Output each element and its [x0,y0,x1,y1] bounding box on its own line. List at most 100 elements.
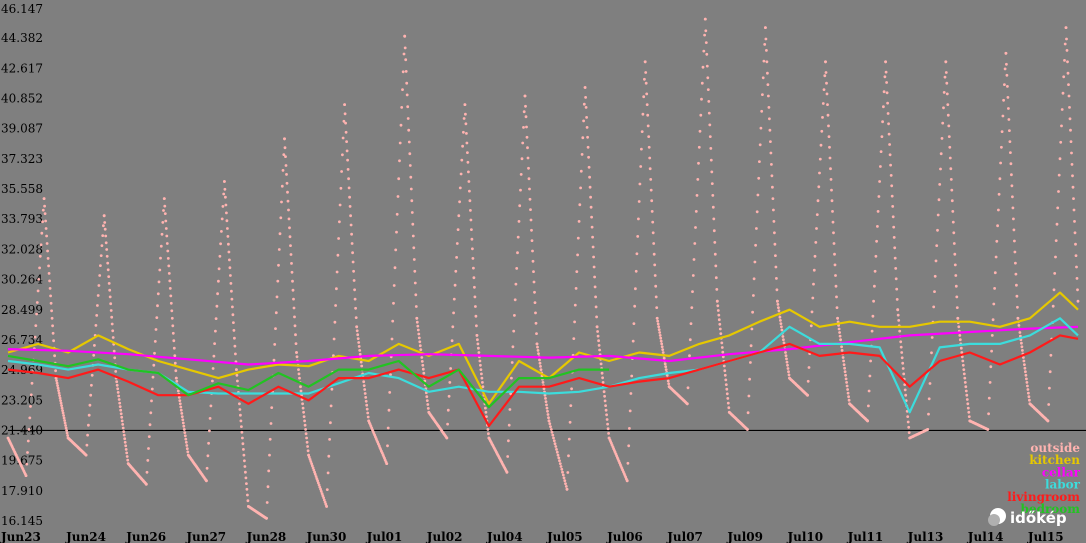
data-point-outside [542,387,546,391]
data-point-outside [1068,117,1072,121]
data-point-outside [33,335,37,339]
data-point-outside [955,306,959,309]
data-point-outside [582,119,585,123]
data-point-outside [1073,220,1076,223]
data-point-outside [1012,217,1015,221]
data-point-outside [716,309,720,312]
y-tick-label: 30.264 [1,273,43,287]
data-point-outside [842,359,845,363]
data-point-outside [627,444,631,448]
data-point-outside [538,361,542,365]
data-point-outside [353,297,357,301]
data-point-outside [588,185,592,189]
data-point-outside [724,383,728,386]
data-point-outside [266,485,270,489]
data-point-outside [386,426,390,430]
data-point-outside [144,482,148,486]
data-point-outside [705,64,709,68]
data-point-outside [358,349,362,352]
data-point-outside [564,485,568,488]
y-tick-label: 33.793 [1,212,43,226]
data-point-outside [273,343,277,346]
data-point-outside [667,382,671,386]
data-point-outside [306,445,309,448]
data-point-outside [686,386,690,390]
x-tick-label: Jul09 [726,530,763,543]
data-point-outside [826,103,829,106]
data-point-outside [954,274,958,277]
data-point-outside [664,368,668,371]
data-point-outside [471,257,475,260]
data-point-outside [1051,304,1055,308]
data-point-outside [183,434,187,438]
data-point-outside [824,71,828,74]
data-point-outside [549,428,553,431]
data-point-outside [1056,206,1060,210]
data-point-outside [585,126,589,129]
data-point-outside [889,174,893,177]
data-point-outside [843,366,846,370]
data-point-outside [278,232,282,236]
data-point-outside [447,394,451,398]
data-point-outside [113,356,117,360]
data-point-outside [308,458,312,461]
data-point-outside [964,385,968,389]
data-point-outside [477,351,481,354]
data-point-outside [1010,173,1013,177]
data-point-outside [124,444,128,448]
data-point-outside [697,161,700,165]
data-point-outside [1014,261,1017,265]
data-point-outside [520,157,524,161]
data-point-outside [64,424,67,427]
data-point-outside [505,470,509,474]
data-point-outside [716,304,720,308]
data-point-outside [717,318,721,322]
data-point-outside [934,259,938,263]
data-point-outside [473,285,476,289]
data-point-outside [604,404,607,407]
data-point-outside [809,324,813,328]
data-point-outside [533,290,536,294]
data-point-outside [1027,391,1030,395]
data-point-outside [752,294,755,297]
data-point-outside [349,214,352,218]
data-point-outside [418,340,422,344]
data-point-outside [606,422,609,426]
data-point-outside [103,221,107,224]
data-point-outside [486,428,490,431]
data-point-outside [88,403,92,407]
data-point-outside [26,451,29,454]
data-point-outside [290,262,293,265]
data-point-outside [688,354,691,358]
data-point-outside [956,316,960,320]
data-point-outside [1002,98,1005,102]
data-point-outside [1067,94,1071,98]
data-point-outside [95,314,99,317]
data-point-outside [551,433,555,437]
data-point-outside [178,402,182,406]
data-point-outside [604,408,608,412]
data-point-outside [987,412,990,416]
data-point-outside [426,403,430,406]
data-point-outside [990,334,994,337]
data-point-outside [458,186,462,190]
data-point-outside [953,263,957,267]
data-point-outside [1028,398,1031,402]
data-point-outside [37,278,41,281]
data-point-outside [819,143,823,147]
data-point-outside [297,372,301,376]
data-point-outside [89,393,93,397]
data-point-outside [351,260,355,264]
data-point-outside [703,17,707,21]
data-point-outside [172,346,176,350]
data-point-outside [319,490,323,493]
data-point-outside [723,373,727,377]
data-point-outside [844,373,847,377]
data-point-outside [35,312,38,316]
data-point-outside [557,456,561,460]
data-point-outside [45,234,48,238]
data-point-outside [397,177,401,181]
data-point-outside [352,279,356,282]
x-tick-label: Jun27 [185,530,226,543]
data-point-outside [532,280,536,284]
